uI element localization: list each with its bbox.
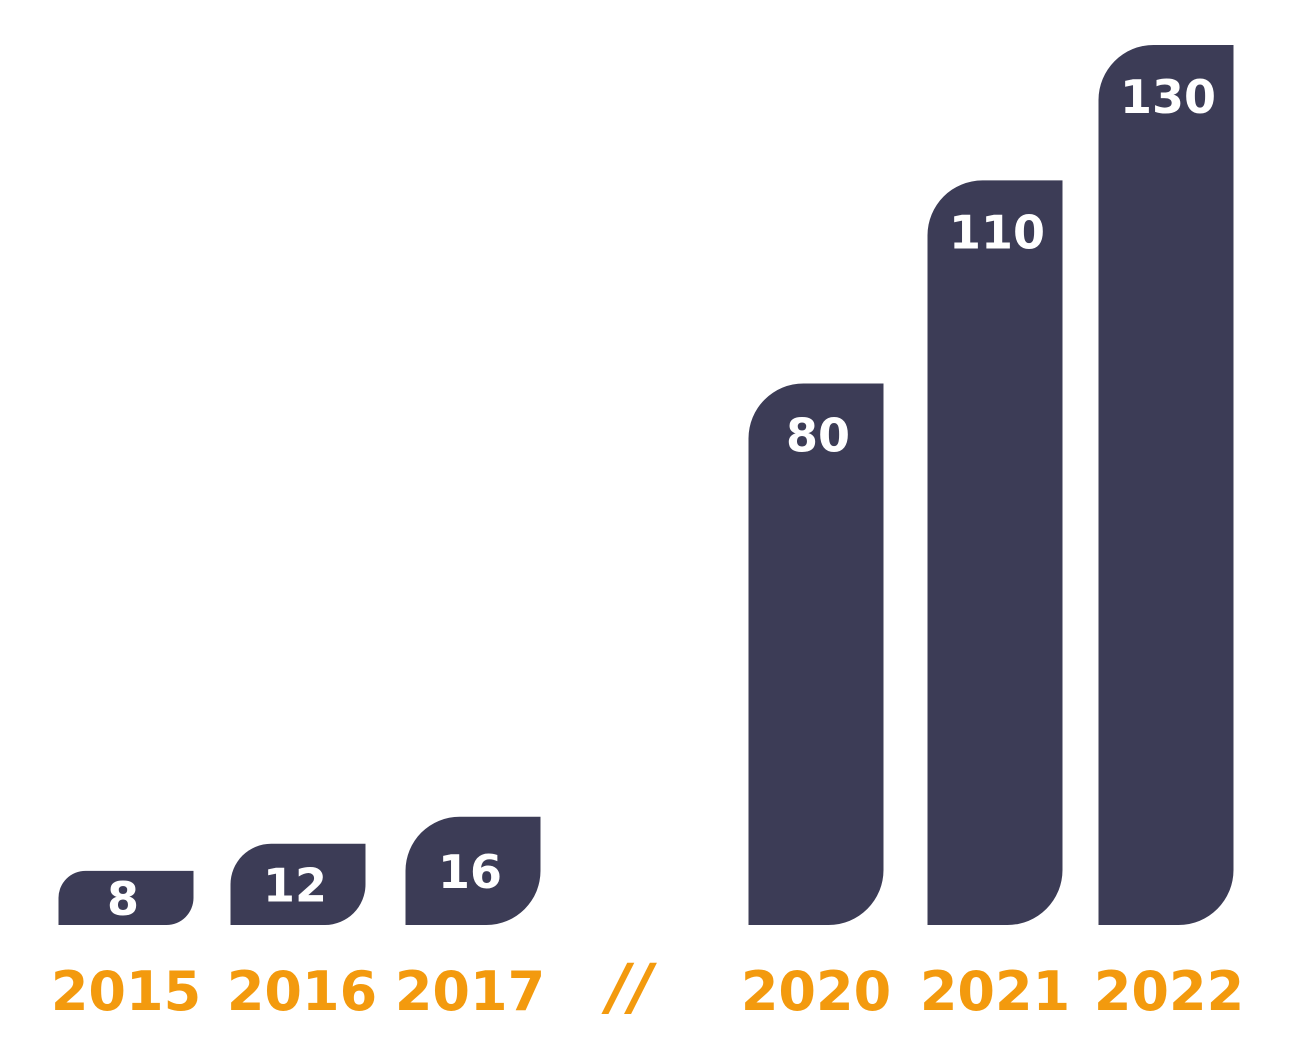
value-label-2015: 8	[107, 872, 139, 926]
bars-group	[58, 45, 1234, 925]
year-label-2022: 2022	[1094, 960, 1244, 1023]
value-label-2022: 130	[1120, 70, 1216, 124]
value-labels-group: 8 12 16 80 110 130	[107, 70, 1216, 926]
year-label-2016: 2016	[227, 960, 377, 1023]
bar-2020	[748, 383, 884, 925]
year-labels-group: 2015 2016 2017 2020 2021 2022	[51, 960, 1244, 1023]
bar-2021	[927, 180, 1063, 925]
year-label-2017: 2017	[395, 960, 545, 1023]
value-label-2017: 16	[438, 845, 502, 899]
value-label-2016: 12	[263, 858, 327, 912]
year-label-2021: 2021	[920, 960, 1070, 1023]
value-label-2020: 80	[786, 408, 850, 462]
axis-break-label: //	[601, 950, 657, 1023]
year-label-2020: 2020	[741, 960, 891, 1023]
bar-2017	[405, 816, 541, 925]
value-label-2021: 110	[949, 205, 1045, 259]
year-label-2015: 2015	[51, 960, 201, 1023]
bar-2016	[230, 843, 366, 925]
bar-2015	[58, 870, 194, 925]
bar-2022	[1098, 45, 1234, 925]
